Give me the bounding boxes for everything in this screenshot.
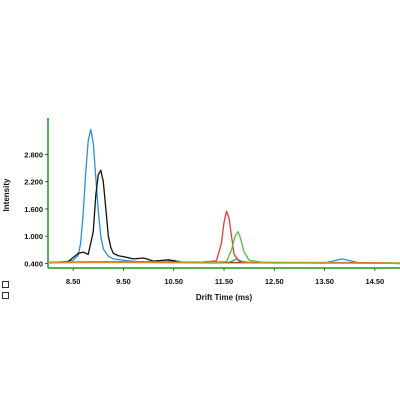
y-tick-label: 2.800	[24, 150, 43, 159]
x-tick-layer: 8.50 9.50 10.50 11.50 12.50 13.50 14.50	[66, 268, 384, 286]
x-tick-label: 11.50	[215, 277, 233, 286]
y-tick-layer: 0.400 1.000 1.600 2.200 2.800	[24, 150, 48, 268]
legend-checkbox-2[interactable]	[2, 292, 9, 299]
y-tick-label: 0.400	[24, 259, 43, 268]
y-axis-title: Intensity	[2, 178, 11, 211]
x-tick-label: 14.50	[365, 277, 384, 286]
y-tick-label: 2.200	[24, 178, 43, 187]
legend-checkbox-1[interactable]	[2, 281, 9, 288]
y-tick-label: 1.000	[24, 232, 43, 241]
x-tick-label: 12.50	[265, 277, 284, 286]
series-line-2	[47, 169, 400, 265]
series-layer	[47, 128, 400, 265]
series-line-5	[47, 261, 400, 265]
x-tick-label: 9.50	[116, 277, 131, 286]
x-tick-label: 13.50	[315, 277, 334, 286]
y-tick-label: 1.600	[24, 205, 43, 214]
x-axis-title: Drift Time (ms)	[196, 293, 253, 302]
series-line-1	[47, 128, 400, 265]
x-tick-label: 8.50	[66, 277, 81, 286]
x-tick-label: 10.50	[164, 277, 183, 286]
